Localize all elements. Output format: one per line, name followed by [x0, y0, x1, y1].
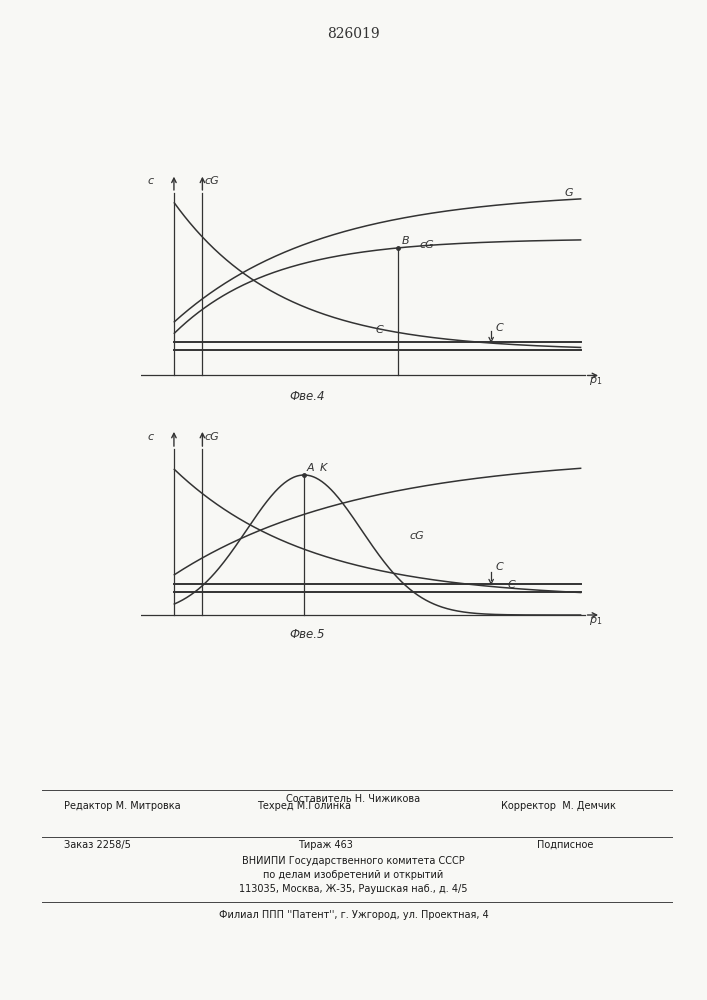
- Text: B: B: [402, 236, 409, 246]
- Text: cG: cG: [204, 176, 219, 186]
- Text: cG: cG: [204, 432, 219, 442]
- Text: cG: cG: [420, 240, 435, 250]
- Text: Заказ 2258/5: Заказ 2258/5: [64, 840, 131, 850]
- Text: C: C: [375, 325, 383, 335]
- Text: C: C: [508, 580, 515, 590]
- Text: cG: cG: [410, 531, 425, 541]
- Text: 113035, Москва, Ж-35, Раушская наб., д. 4/5: 113035, Москва, Ж-35, Раушская наб., д. …: [239, 884, 468, 894]
- Text: Редактор М. Митровка: Редактор М. Митровка: [64, 801, 180, 811]
- Text: Техред М.Голинка: Техред М.Голинка: [257, 801, 351, 811]
- Text: C: C: [496, 323, 504, 333]
- Text: A: A: [306, 463, 314, 473]
- Text: $p_1$: $p_1$: [589, 615, 602, 627]
- Text: 826019: 826019: [327, 27, 380, 41]
- Text: Фве.5: Фве.5: [290, 628, 325, 641]
- Text: Составитель Н. Чижикова: Составитель Н. Чижикова: [286, 794, 421, 804]
- Text: K: K: [320, 463, 327, 473]
- Text: Тираж 463: Тираж 463: [298, 840, 353, 850]
- Text: c: c: [148, 432, 153, 442]
- Text: C: C: [495, 562, 503, 572]
- Text: Фве.4: Фве.4: [290, 390, 325, 403]
- Text: Корректор  М. Демчик: Корректор М. Демчик: [501, 801, 616, 811]
- Text: Подписное: Подписное: [537, 840, 594, 850]
- Text: Филиал ППП ''Патент'', г. Ужгород, ул. Проектная, 4: Филиал ППП ''Патент'', г. Ужгород, ул. П…: [218, 910, 489, 920]
- Text: ВНИИПИ Государственного комитета СССР: ВНИИПИ Государственного комитета СССР: [242, 856, 465, 866]
- Text: c: c: [148, 176, 153, 186]
- Text: $p_1$: $p_1$: [589, 375, 602, 387]
- Text: по делам изобретений и открытий: по делам изобретений и открытий: [264, 870, 443, 880]
- Text: G: G: [564, 188, 573, 198]
